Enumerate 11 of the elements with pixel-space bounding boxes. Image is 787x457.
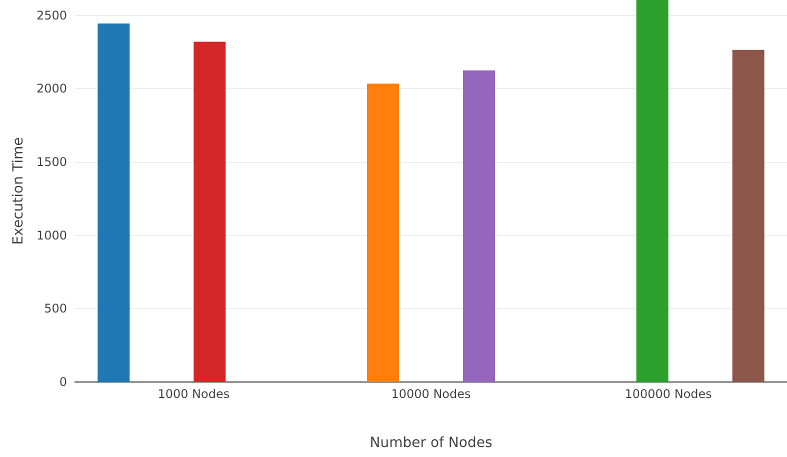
x-tick-label: 1000 Nodes <box>158 387 230 401</box>
y-tick-label: 1500 <box>36 155 67 170</box>
y-tick-label: 2000 <box>36 82 67 96</box>
y-tick-label: 0 <box>59 375 67 389</box>
y-axis-title: Execution Time <box>10 137 27 245</box>
x-tick-label: 10000 Nodes <box>391 387 471 401</box>
y-tick-label: 2500 <box>36 8 67 22</box>
y-tick-label: 500 <box>44 302 67 316</box>
y-tick-label: 1000 <box>36 228 67 242</box>
x-axis-title: Number of Nodes <box>370 435 492 451</box>
x-tick-label: 100000 Nodes <box>624 387 712 401</box>
